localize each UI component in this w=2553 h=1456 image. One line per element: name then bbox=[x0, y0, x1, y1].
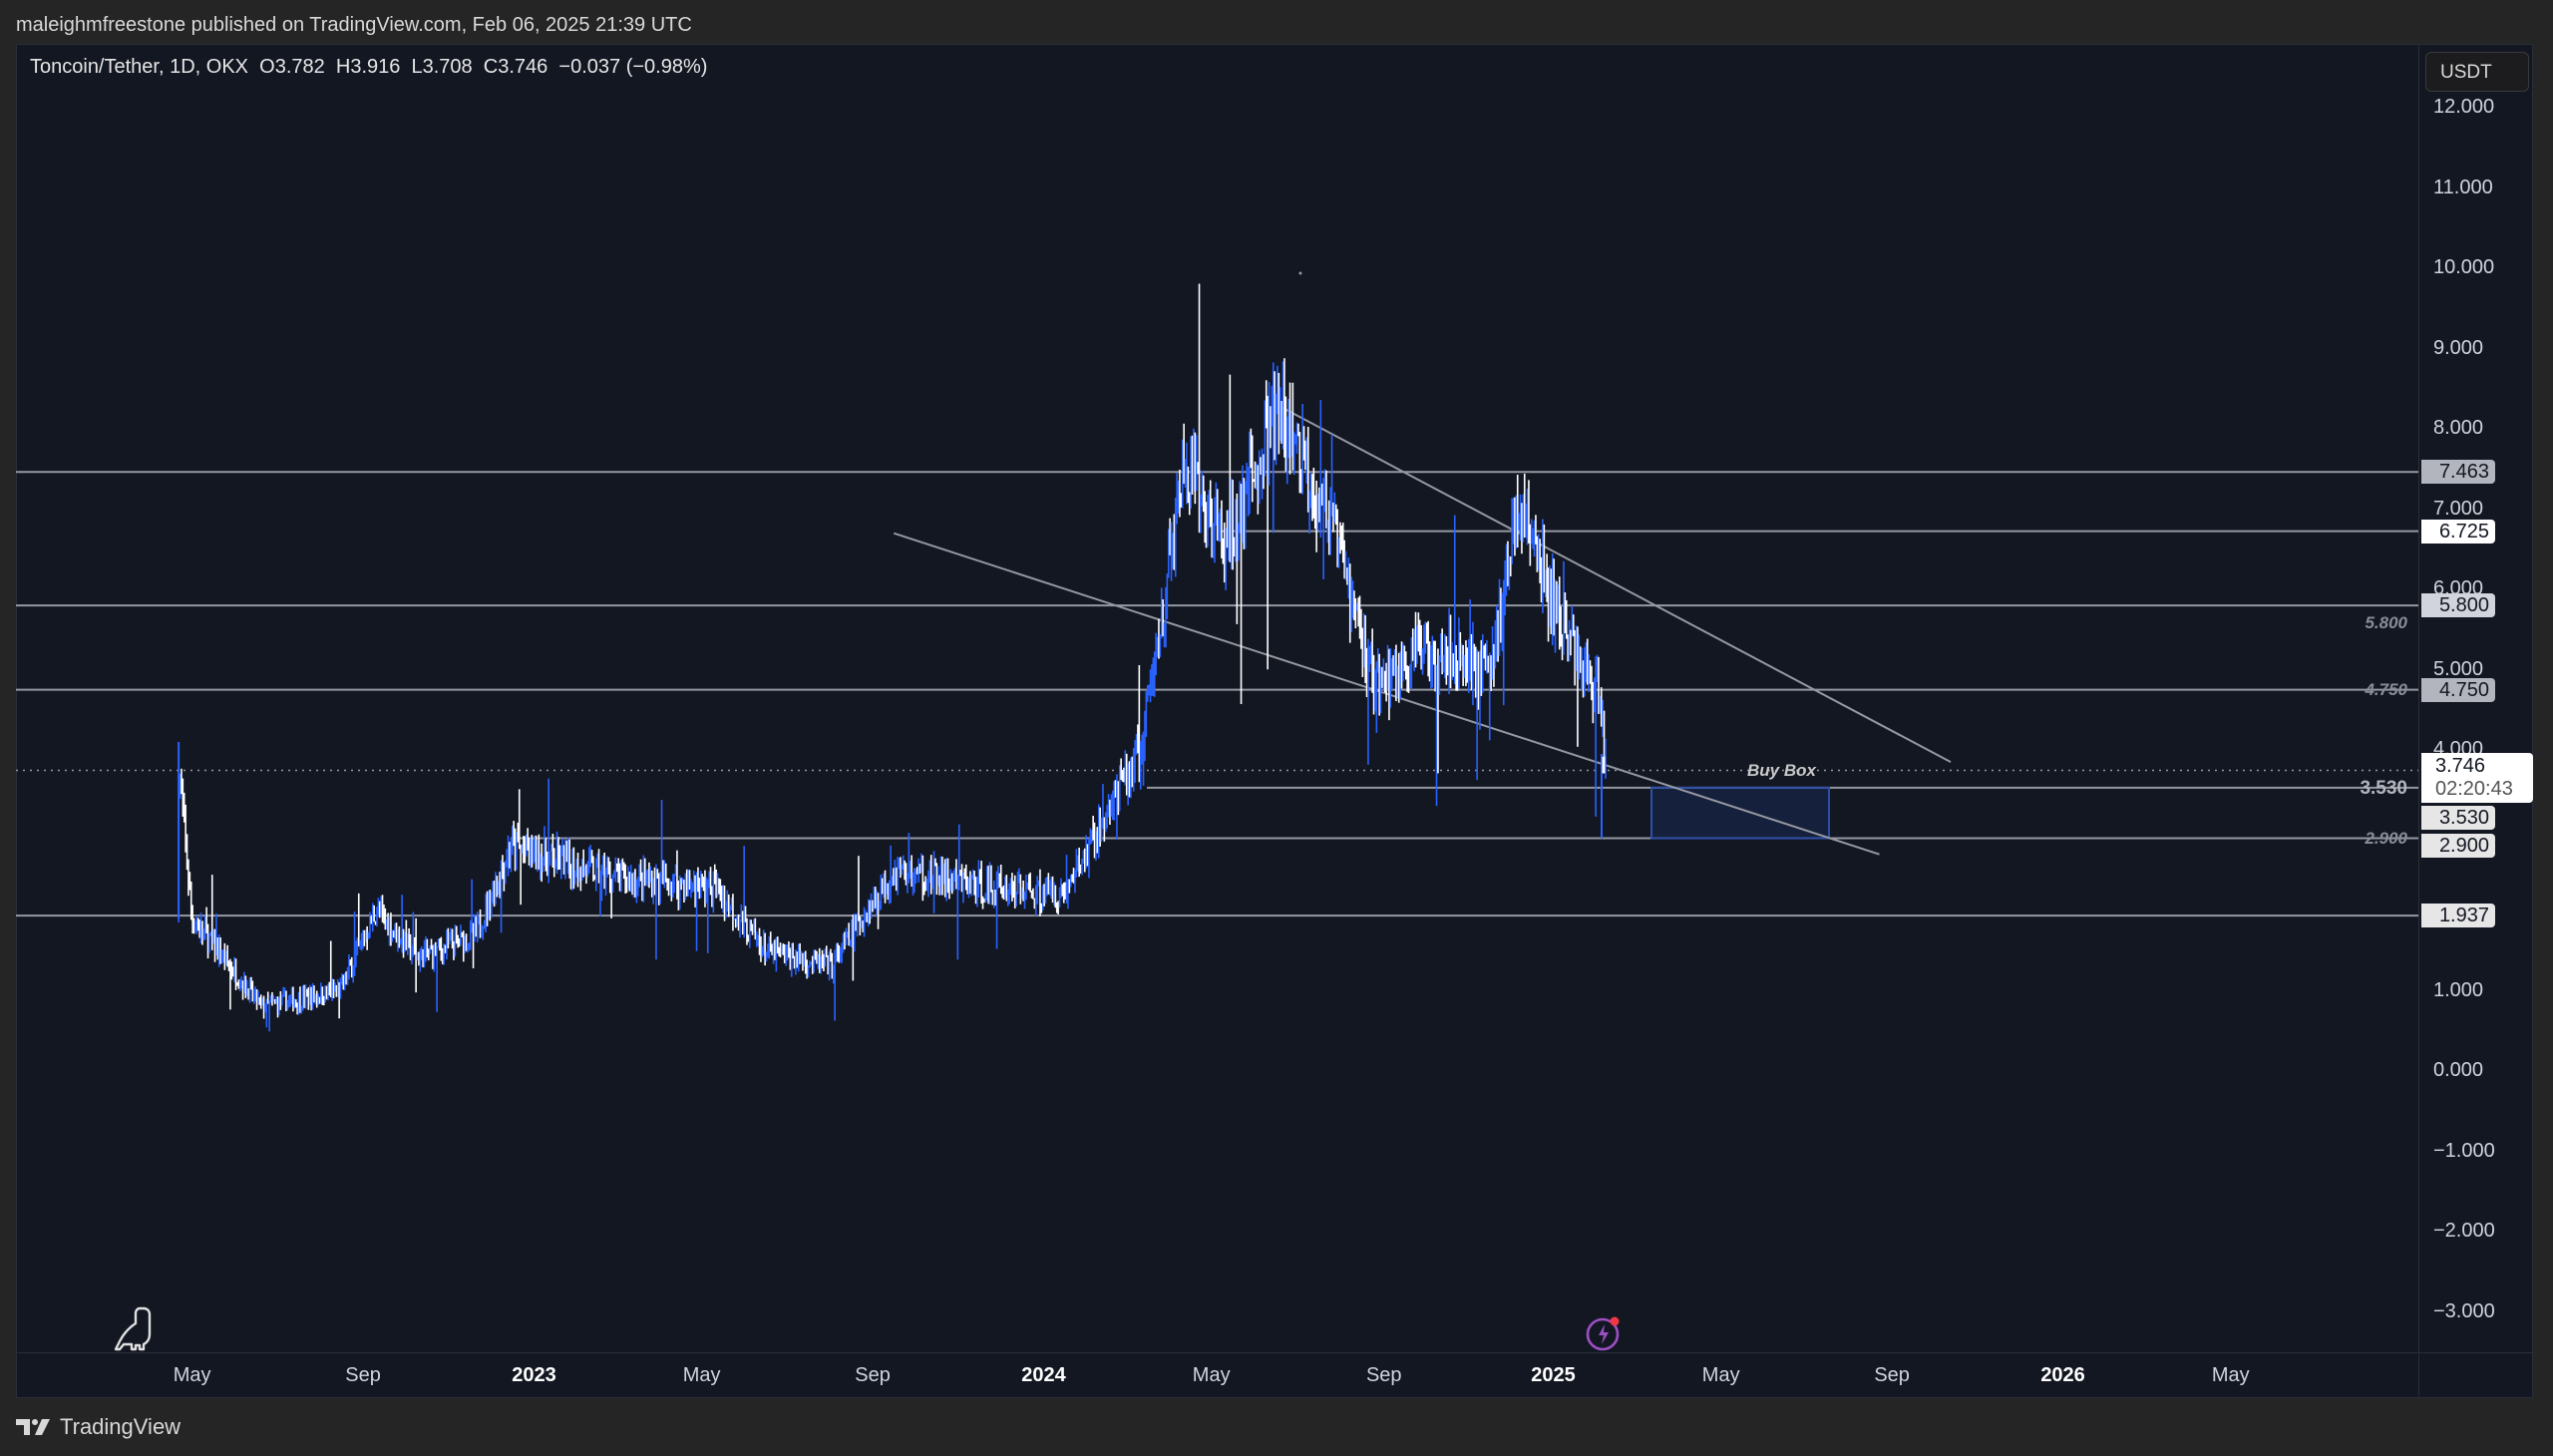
tradingview-mark-icon bbox=[16, 1419, 50, 1435]
bar-countdown: 02:20:43 bbox=[2435, 778, 2513, 800]
symbol-name[interactable]: Toncoin/Tether, 1D, OKX bbox=[30, 56, 249, 78]
time-tick: Sep bbox=[1365, 1364, 1402, 1386]
ohlc-open: O3.782 bbox=[259, 56, 325, 78]
price-tick: −2.000 bbox=[2433, 1220, 2495, 1242]
time-tick: 2026 bbox=[2040, 1364, 2085, 1386]
price-tick: 10.000 bbox=[2433, 256, 2495, 278]
level-line-text: 5.800 bbox=[2365, 613, 2407, 633]
time-tick: Sep bbox=[345, 1364, 381, 1386]
time-axis[interactable] bbox=[16, 1352, 2418, 1398]
drawing-dot bbox=[1298, 271, 1302, 275]
ohlc-low: L3.708 bbox=[411, 56, 473, 78]
buy-box-label: Buy Box bbox=[1747, 761, 1816, 780]
price-tick: 5.000 bbox=[2433, 657, 2484, 680]
ohlc-change: −0.037 (−0.98%) bbox=[558, 56, 708, 78]
lightning-events-icon[interactable] bbox=[1585, 1313, 1625, 1353]
price-tick: 0.000 bbox=[2433, 1059, 2484, 1081]
trendline bbox=[1276, 403, 1952, 763]
time-tick: May bbox=[1701, 1364, 1740, 1386]
level-price-label: 1.937 bbox=[2421, 904, 2495, 928]
last-price-label: 3.746 02:20:43 bbox=[2421, 753, 2533, 803]
level-line-text: 2.900 bbox=[2365, 828, 2407, 848]
time-tick: May bbox=[2211, 1364, 2250, 1386]
axis-corner bbox=[2418, 1352, 2533, 1398]
price-tick: 1.000 bbox=[2433, 978, 2484, 1001]
level-price-label: 5.800 bbox=[2421, 593, 2495, 618]
chart-panel[interactable] bbox=[16, 44, 2533, 1398]
time-tick: Sep bbox=[855, 1364, 891, 1386]
last-price-value: 3.746 bbox=[2435, 755, 2486, 777]
dinosaur-icon[interactable] bbox=[114, 1304, 160, 1352]
currency-label: USDT bbox=[2440, 62, 2492, 83]
time-tick: May bbox=[173, 1364, 211, 1386]
level-line-text: 4.750 bbox=[2365, 679, 2407, 699]
time-tick: Sep bbox=[1874, 1364, 1910, 1386]
time-tick: 2023 bbox=[512, 1364, 556, 1386]
price-tick: −3.000 bbox=[2433, 1299, 2495, 1322]
price-tick: −1.000 bbox=[2433, 1139, 2495, 1162]
time-tick: May bbox=[1192, 1364, 1231, 1386]
level-price-label: 7.463 bbox=[2421, 460, 2495, 485]
time-tick: 2024 bbox=[1021, 1364, 1066, 1386]
level-price-label: 3.530 bbox=[2421, 806, 2495, 830]
tradingview-logo[interactable]: TradingView bbox=[16, 1414, 181, 1440]
ohlc-high: H3.916 bbox=[335, 56, 401, 78]
currency-button[interactable]: USDT bbox=[2425, 52, 2529, 92]
symbol-legend: Toncoin/Tether, 1D, OKX O3.782 H3.916 L3… bbox=[30, 56, 707, 79]
time-tick: 2025 bbox=[1531, 1364, 1576, 1386]
level-price-label: 2.900 bbox=[2421, 834, 2495, 858]
tradingview-brand: TradingView bbox=[60, 1414, 182, 1439]
ohlc-close: C3.746 bbox=[483, 56, 548, 78]
price-tick: 12.000 bbox=[2433, 96, 2495, 118]
candles bbox=[178, 283, 1607, 1032]
price-tick: 7.000 bbox=[2433, 497, 2484, 520]
buy-box-zone bbox=[1650, 786, 1831, 840]
publisher-bar: maleighmfreestone published on TradingVi… bbox=[0, 0, 2553, 44]
time-tick: May bbox=[682, 1364, 721, 1386]
level-line-text: 3.530 bbox=[2360, 777, 2407, 799]
footer-bar bbox=[0, 1398, 2553, 1456]
level-price-label: 4.750 bbox=[2421, 677, 2495, 702]
price-tick: 11.000 bbox=[2433, 176, 2493, 198]
price-tick: 8.000 bbox=[2433, 417, 2484, 439]
price-axis[interactable] bbox=[2418, 44, 2533, 1353]
level-price-label: 6.725 bbox=[2421, 519, 2495, 544]
price-tick: 9.000 bbox=[2433, 336, 2484, 359]
publisher-text: maleighmfreestone published on TradingVi… bbox=[16, 14, 692, 36]
